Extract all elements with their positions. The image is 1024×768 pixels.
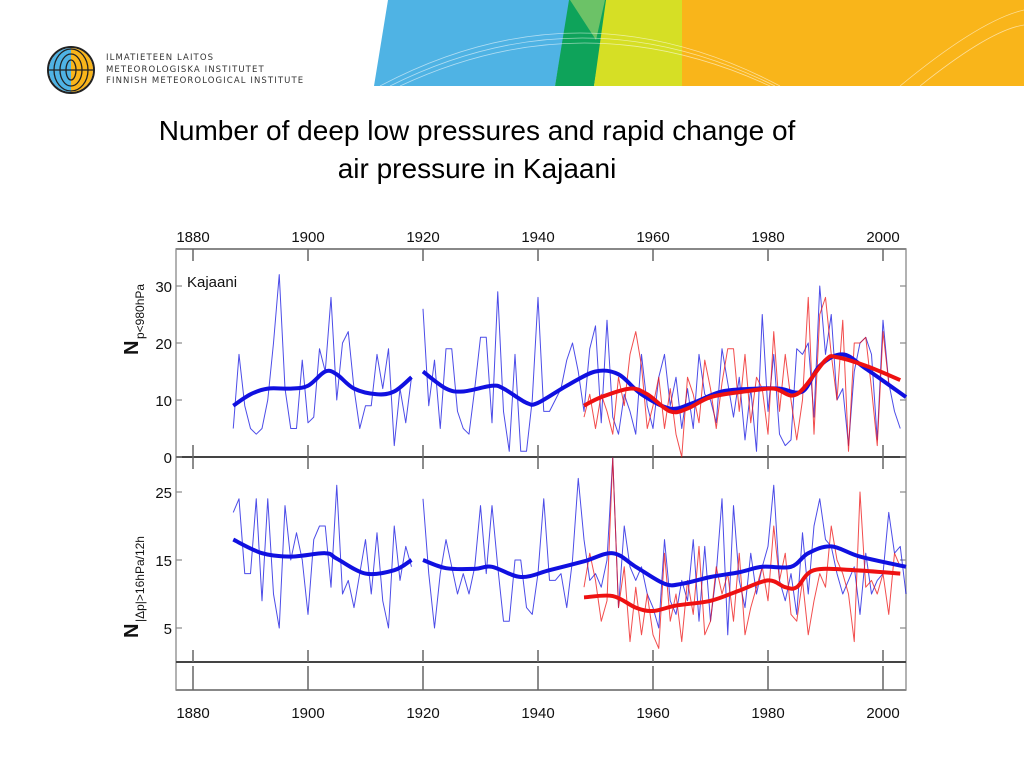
y-label-lower-main: N [121,624,143,638]
y-label-upper-main: N [121,341,143,355]
x-tick-label-top: 1880 [176,229,209,246]
banner-lightgreen [570,0,605,40]
plot-border [175,248,907,691]
y-tick-label: 15 [155,553,172,570]
y-tick-label: 20 [155,336,172,353]
header-banner [374,0,1024,86]
x-tick-label-top: 1960 [636,229,669,246]
org-name-fi: ILMATIETEEN LAITOS [106,53,215,63]
banner-blue [374,0,570,86]
station-label: Kajaani [187,274,237,291]
series-blue-smooth-panel1 [232,368,413,408]
series-blue-smooth-panel2 [232,537,413,577]
slide-title: Number of deep low pressures and rapid c… [60,112,894,188]
banner-yellow [594,0,684,86]
series-blue-smooth-panel1 [421,352,908,411]
x-tick-label-bottom: 1940 [521,705,554,722]
x-tick-label-top: 1980 [751,229,784,246]
series-blue-raw-panel1 [422,285,901,452]
x-tick-label-top: 2000 [866,229,899,246]
series-blue-raw-panel2 [232,484,412,629]
org-name-en: FINNISH METEOROLOGICAL INSTITUTE [106,76,305,86]
x-tick-label-bottom: 2000 [866,705,899,722]
series-red-raw-panel1 [583,296,890,458]
x-tick-label-bottom: 1880 [176,705,209,722]
y-axis-label-upper: N p<980hPa [121,284,147,355]
y-tick-label: 30 [155,279,172,296]
y-label-upper-sub: p<980hPa [133,284,147,339]
series-red-smooth-panel2 [583,566,901,614]
series-blue-smooth-panel2 [422,544,907,588]
series-red-raw-panel2 [583,457,901,649]
title-line-1: Number of deep low pressures and rapid c… [158,115,796,146]
y-tick-label: 10 [155,393,172,410]
org-name-sv: METEOROLOGISKA INSTITUTET [106,64,265,75]
banner-orange [682,0,1024,86]
banner-arcs [379,9,1024,86]
x-tick-label-bottom: 1980 [751,705,784,722]
x-tick-label-top: 1940 [521,229,554,246]
chart-series [232,274,908,649]
series-red-smooth-panel1 [583,354,902,415]
y-tick-label: 0 [164,450,172,467]
fmi-logo [47,46,95,94]
x-tick-label-bottom: 1920 [406,705,439,722]
y-tick-label: 5 [164,621,172,638]
x-tick-label-top: 1920 [406,229,439,246]
y-axis-label-lower: N |Δp|>16hPa/12h [121,536,147,638]
x-tick-label-bottom: 1900 [291,705,324,722]
x-tick-label-bottom: 1960 [636,705,669,722]
x-tick-label-top: 1900 [291,229,324,246]
title-line-2: air pressure in Kajaani [337,153,617,184]
y-tick-label: 25 [155,485,172,502]
series-blue-raw-panel2 [422,457,907,636]
series-blue-raw-panel1 [232,274,412,447]
org-name: ILMATIETEEN LAITOS METEOROLOGISKA INSTIT… [106,53,304,88]
y-label-lower-sub: |Δp|>16hPa/12h [133,536,147,622]
chart-frame: 1880 1880 1900 1900 1920 1920 1940 1940 1960 1960… [155,229,907,722]
